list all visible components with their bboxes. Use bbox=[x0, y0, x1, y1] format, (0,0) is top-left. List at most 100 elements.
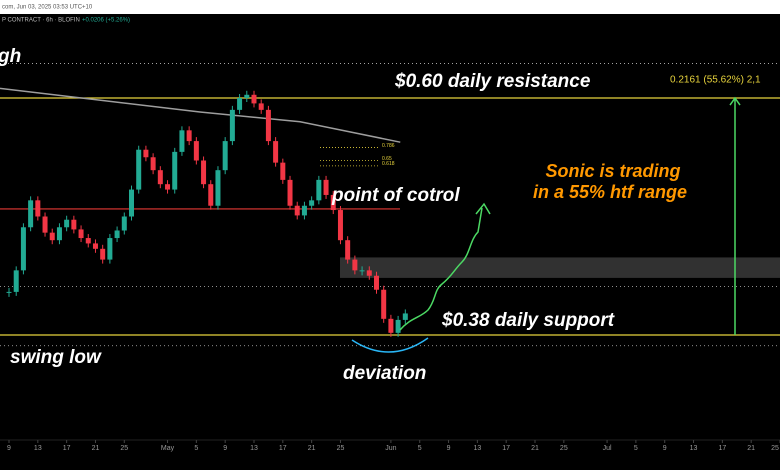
candle bbox=[121, 216, 127, 231]
x-tick-label: 25 bbox=[771, 445, 779, 452]
poc-label: point of cotrol bbox=[331, 185, 460, 206]
candle bbox=[381, 289, 387, 319]
range-note: in a 55% htf range bbox=[533, 182, 687, 202]
candle bbox=[294, 205, 300, 216]
x-tick-label: 13 bbox=[250, 445, 258, 452]
candle bbox=[273, 141, 279, 163]
support-label: $0.38 daily support bbox=[441, 310, 615, 331]
x-tick-label: 21 bbox=[92, 445, 100, 452]
candle bbox=[330, 194, 336, 211]
moving-average bbox=[0, 87, 401, 143]
candle bbox=[28, 200, 34, 228]
deviation-label: deviation bbox=[343, 363, 426, 384]
header-contract: P CONTRACT · 6h · BLOFIN bbox=[2, 18, 80, 24]
x-tick-label: 13 bbox=[690, 445, 698, 452]
candle bbox=[316, 179, 322, 201]
candle bbox=[92, 243, 98, 249]
candle bbox=[150, 157, 156, 171]
x-tick-label: 13 bbox=[473, 445, 481, 452]
x-tick-label: 17 bbox=[63, 445, 71, 452]
candle bbox=[49, 232, 55, 241]
candle bbox=[13, 270, 19, 292]
candle bbox=[172, 151, 178, 190]
candle bbox=[35, 200, 41, 217]
fib-label: 0.786 bbox=[382, 143, 395, 149]
x-tick-label: 25 bbox=[120, 445, 128, 452]
candle bbox=[6, 291, 12, 293]
header-bar bbox=[0, 0, 780, 14]
candle bbox=[366, 270, 372, 276]
candle bbox=[251, 94, 257, 104]
candle bbox=[337, 210, 343, 241]
candle bbox=[157, 170, 163, 185]
candle bbox=[20, 227, 26, 271]
candle bbox=[215, 170, 221, 206]
price-zone bbox=[340, 257, 780, 278]
candle bbox=[85, 238, 91, 244]
x-tick-label: 9 bbox=[663, 445, 667, 452]
candle bbox=[186, 130, 192, 142]
candle bbox=[395, 319, 401, 333]
candle bbox=[64, 219, 70, 228]
candle bbox=[388, 318, 394, 333]
header-change: +0.0206 (+5.26%) bbox=[82, 18, 130, 24]
fib-label: 0.65 bbox=[382, 156, 392, 162]
candle bbox=[265, 109, 271, 142]
x-tick-label: 9 bbox=[223, 445, 227, 452]
candle bbox=[222, 141, 228, 171]
plot: 0.786 0.650.618 bbox=[0, 63, 780, 347]
resistance-label: $0.60 daily resistance bbox=[394, 71, 591, 92]
x-tick-label: 5 bbox=[418, 445, 422, 452]
x-tick-label: 5 bbox=[634, 445, 638, 452]
candle bbox=[143, 149, 149, 158]
candle bbox=[129, 189, 135, 217]
candle bbox=[165, 184, 171, 190]
projection-path bbox=[399, 207, 483, 331]
candle bbox=[244, 94, 250, 99]
candle bbox=[78, 229, 84, 239]
range-note: Sonic is trading bbox=[545, 161, 680, 181]
range-measure-label: 0.2161 (55.62%) 2,1 bbox=[670, 75, 761, 86]
candle bbox=[114, 230, 120, 239]
fib-label: 0.618 bbox=[382, 161, 395, 167]
x-tick-label: 21 bbox=[747, 445, 755, 452]
candle bbox=[359, 270, 365, 272]
x-tick-label: 21 bbox=[531, 445, 539, 452]
x-tick-label: May bbox=[161, 445, 175, 452]
candle bbox=[136, 149, 142, 190]
candle bbox=[323, 179, 329, 195]
x-tick-label: 25 bbox=[337, 445, 345, 452]
range-arrowhead bbox=[729, 96, 741, 106]
candle bbox=[193, 141, 199, 161]
x-tick-label: 21 bbox=[308, 445, 316, 452]
candle bbox=[201, 160, 207, 185]
x-tick-label: Jul bbox=[603, 445, 612, 452]
x-tick-label: 5 bbox=[194, 445, 198, 452]
candle bbox=[402, 313, 408, 320]
swing-low-label: swing low bbox=[10, 347, 102, 368]
high-label: gh bbox=[0, 46, 21, 67]
candle bbox=[309, 200, 315, 206]
x-tick-label: 25 bbox=[560, 445, 568, 452]
candle bbox=[352, 259, 358, 271]
x-tick-label: 9 bbox=[447, 445, 451, 452]
candle bbox=[280, 162, 286, 180]
deviation-arc bbox=[351, 337, 429, 353]
candle bbox=[100, 248, 106, 260]
x-tick-label: 13 bbox=[34, 445, 42, 452]
candle bbox=[237, 98, 243, 110]
candle bbox=[258, 103, 264, 110]
candle bbox=[373, 275, 379, 290]
candle bbox=[42, 216, 48, 233]
candle bbox=[179, 130, 185, 152]
x-tick-label: Jun bbox=[385, 445, 396, 452]
candle bbox=[287, 179, 293, 206]
candle bbox=[56, 227, 62, 241]
x-tick-label: 17 bbox=[502, 445, 510, 452]
candle bbox=[229, 109, 235, 142]
projection-arrowhead bbox=[475, 202, 491, 215]
x-tick-label: 9 bbox=[7, 445, 11, 452]
header-symbol: com, Jun 03, 2025 03:53 UTC+10 bbox=[2, 5, 93, 11]
